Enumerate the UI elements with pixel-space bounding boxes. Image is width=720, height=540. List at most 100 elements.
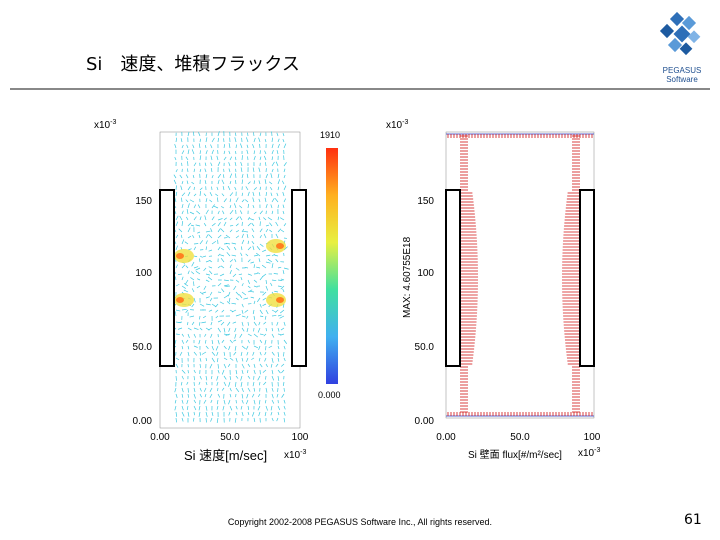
velocity-arrow [246, 144, 249, 149]
velocity-arrow [181, 345, 184, 350]
velocity-arrow [265, 363, 268, 368]
velocity-arrow [247, 240, 250, 245]
velocity-arrow [247, 132, 249, 137]
velocity-arrow [191, 261, 195, 267]
velocity-arrow [251, 222, 255, 227]
velocity-arrow [258, 258, 261, 263]
velocity-arrow [258, 137, 261, 143]
velocity-arrow [187, 387, 189, 393]
velocity-arrow [199, 321, 201, 326]
velocity-arrow [271, 198, 275, 203]
velocity-arrow [241, 327, 245, 332]
velocity-arrow [217, 137, 219, 143]
velocity-arrow [192, 131, 195, 137]
velocity-arrow [265, 254, 271, 257]
velocity-arrow [187, 191, 191, 197]
velocity-arrow [180, 234, 183, 239]
velocity-arrow [223, 399, 226, 405]
velocity-arrow [259, 186, 261, 191]
velocity-arrow [204, 393, 207, 398]
velocity-arrow [210, 162, 213, 167]
velocity-arrow [178, 228, 183, 233]
velocity-arrow [265, 228, 269, 233]
velocity-arrow [277, 266, 282, 269]
velocity-arrow [239, 294, 243, 299]
right-x-exponent: x10-3 [578, 447, 600, 459]
velocity-arrow [216, 381, 219, 386]
velocity-arrow [241, 199, 245, 203]
velocity-arrow [181, 399, 184, 404]
velocity-arrow [253, 300, 256, 305]
velocity-arrow [199, 258, 201, 263]
velocity-arrow [216, 417, 219, 423]
velocity-arrow [228, 411, 231, 416]
colorbar-max-label: 1910 [320, 130, 340, 140]
flux-bars [446, 133, 594, 417]
velocity-arrow [203, 387, 207, 392]
velocity-arrow [271, 417, 274, 422]
velocity-arrow [175, 393, 178, 399]
velocity-arrow [228, 150, 231, 155]
velocity-arrow [234, 345, 237, 351]
velocity-arrow [193, 333, 197, 338]
velocity-arrow [235, 375, 239, 379]
velocity-arrow [240, 161, 243, 167]
velocity-arrow [276, 132, 279, 137]
velocity-arrow [198, 143, 201, 149]
velocity-arrow [270, 187, 273, 191]
velocity-arrow [244, 266, 249, 269]
velocity-arrow [197, 231, 201, 234]
velocity-arrow [203, 223, 207, 227]
velocity-arrow [241, 309, 244, 314]
velocity-arrow [259, 210, 263, 215]
velocity-arrow [219, 273, 225, 277]
velocity-arrow [277, 138, 280, 143]
velocity-arrow [181, 285, 186, 289]
velocity-hotspots [174, 239, 286, 307]
velocity-arrow [174, 311, 177, 317]
velocity-arrow [262, 303, 267, 307]
velocity-arrow [193, 411, 195, 416]
velocity-arrow [191, 181, 195, 185]
velocity-arrow [264, 138, 267, 143]
velocity-arrow [257, 393, 261, 398]
velocity-arrow [234, 203, 237, 209]
velocity-arrow [280, 285, 285, 290]
velocity-arrow [217, 369, 220, 374]
velocity-arrow [275, 309, 279, 313]
velocity-arrow [190, 224, 195, 227]
velocity-arrow [240, 351, 243, 356]
velocity-arrow [217, 131, 220, 137]
velocity-arrow [241, 283, 244, 287]
velocity-arrow [252, 245, 255, 251]
velocity-arrow [217, 253, 221, 257]
velocity-arrow [235, 235, 240, 239]
velocity-arrow [241, 345, 246, 350]
velocity-arrow [199, 255, 203, 258]
velocity-arrow [205, 174, 208, 179]
velocity-arrow [271, 161, 275, 167]
velocity-arrow [271, 253, 276, 257]
velocity-arrow [259, 234, 262, 239]
velocity-arrow [241, 291, 247, 296]
velocity-arrow [259, 363, 263, 368]
velocity-arrow [191, 149, 195, 155]
velocity-arrow [211, 240, 217, 245]
velocity-arrow [271, 327, 274, 332]
velocity-arrow [258, 321, 261, 326]
velocity-arrow [199, 315, 201, 320]
velocity-arrow [247, 279, 250, 285]
velocity-arrow [193, 193, 197, 197]
velocity-arrow [203, 315, 207, 319]
velocity-arrow [173, 174, 177, 179]
flux-left-wall [445, 189, 461, 367]
velocity-arrow [199, 168, 202, 173]
velocity-arrow [277, 186, 280, 191]
velocity-arrow [195, 267, 201, 271]
velocity-arrow [259, 275, 264, 281]
velocity-arrow [280, 229, 285, 233]
velocity-arrow [175, 137, 178, 143]
left-x-tick: 0.00 [150, 432, 170, 443]
velocity-arrow [264, 411, 267, 417]
velocity-arrow [265, 309, 269, 315]
